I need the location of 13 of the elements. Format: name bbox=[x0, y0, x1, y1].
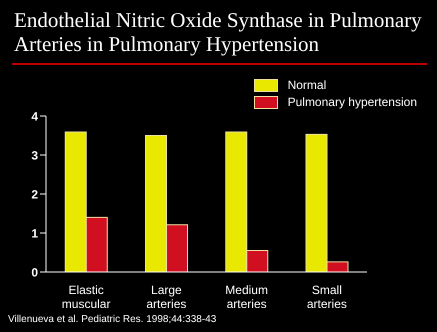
x-tick-label: Small arteries bbox=[306, 283, 347, 311]
legend-label: Normal bbox=[288, 78, 326, 92]
x-tick-label: Large arteries bbox=[146, 283, 186, 311]
y-tick-label: 3 bbox=[31, 148, 38, 162]
y-tick-label: 1 bbox=[31, 226, 38, 240]
chart-title: Endothelial Nitric Oxide Synthase in Pulmonary Arteries in Pulmonary Hypertension bbox=[14, 8, 423, 56]
y-tick-label: 4 bbox=[31, 109, 38, 124]
y-tick-label: 2 bbox=[31, 187, 38, 202]
text: Villenueva et al. Pediatric Res. 1998;44:338-43 bbox=[8, 314, 216, 325]
x-tick-label: Elastic muscular bbox=[62, 283, 110, 311]
y-tick-label: 0 bbox=[31, 265, 38, 280]
legend-label: Pulmonary hypertension bbox=[288, 95, 417, 109]
x-tick-label: Medium arteries bbox=[225, 283, 268, 311]
